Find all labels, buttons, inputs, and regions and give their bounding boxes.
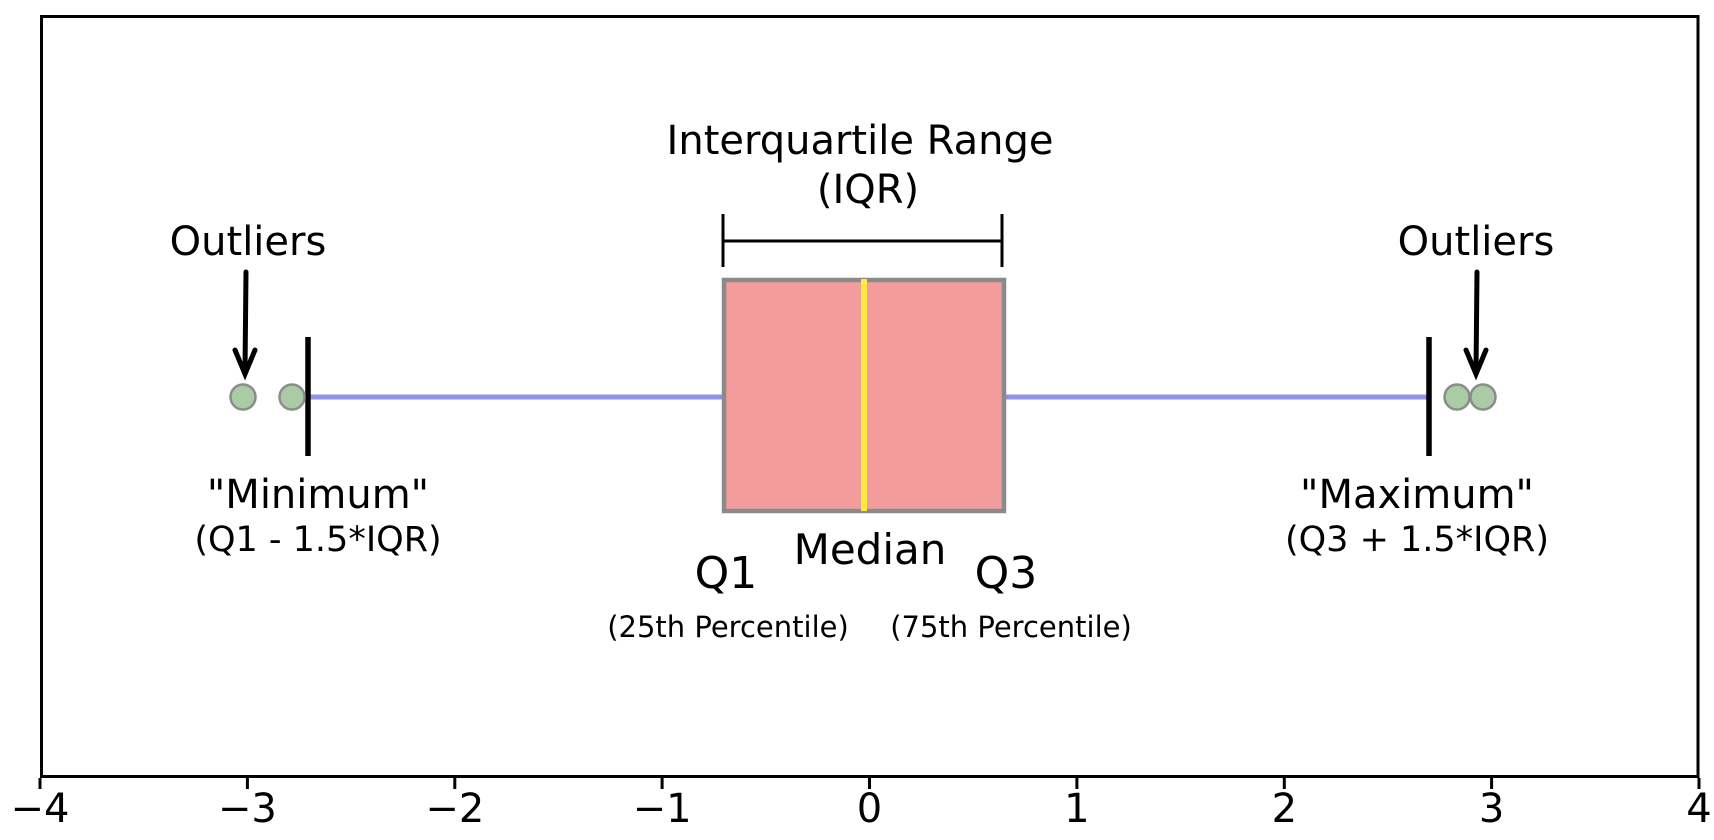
x-tick-label: 0 [857,786,882,832]
outlier-point-low-2 [278,383,306,411]
outliers-label-left: Outliers [170,219,327,265]
outliers-arrow-left [232,269,258,381]
x-tick-label: −4 [11,786,70,832]
median-label: Median [794,525,947,574]
q3-sublabel: (75th Percentile) [890,610,1132,644]
x-tick-label: 1 [1064,786,1089,832]
x-tick-label: 4 [1686,786,1711,832]
x-tick-label: 2 [1272,786,1297,832]
q1-label: Q1 [695,548,758,599]
outliers-arrow-right [1463,269,1489,381]
x-tick-label: 3 [1479,786,1504,832]
plot-frame [40,15,1700,778]
arrow-head [232,347,258,381]
iqr-bracket [721,214,1004,267]
x-axis-ticks [38,778,1701,789]
arrow-stem [242,269,249,374]
x-tick-label: −1 [633,786,692,832]
outliers-label-right: Outliers [1398,219,1555,265]
x-axis-tick-labels: −4 −3 −2 −1 0 1 2 3 4 [11,786,1712,832]
minimum-formula: (Q1 - 1.5*IQR) [194,520,441,560]
maximum-formula: (Q3 + 1.5*IQR) [1285,520,1549,560]
x-tick-label: −2 [425,786,484,832]
outlier-point-high-2 [1469,383,1497,411]
maximum-label: "Maximum" [1300,472,1534,518]
outlier-point-high-1 [1443,383,1471,411]
q3-label: Q3 [975,548,1038,599]
x-tick-label: −3 [218,786,277,832]
iqr-title-line1: Interquartile Range [667,118,1054,164]
q1-sublabel: (25th Percentile) [607,610,849,644]
arrow-head [1463,347,1489,381]
outlier-point-low-1 [229,383,257,411]
minimum-label: "Minimum" [207,472,429,518]
outlier-points [229,383,1497,411]
annotation-labels: Interquartile Range (IQR) Outliers Outli… [170,118,1555,644]
iqr-title-line2: (IQR) [817,167,919,213]
arrow-stem [1473,269,1480,374]
